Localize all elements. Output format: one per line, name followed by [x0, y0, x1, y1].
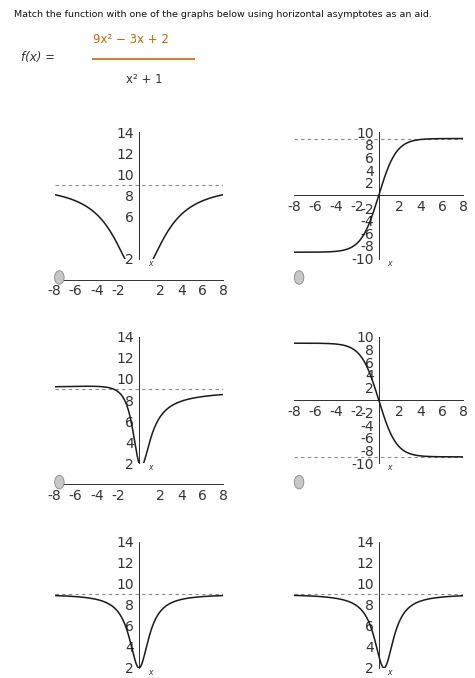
Text: Match the function with one of the graphs below using horizontal asymptotes as a: Match the function with one of the graph…: [14, 10, 432, 19]
Text: 9x² − 3x + 2: 9x² − 3x + 2: [93, 33, 169, 46]
X-axis label: x: x: [148, 463, 152, 472]
Text: f(x) =: f(x) =: [21, 51, 56, 64]
X-axis label: x: x: [148, 258, 152, 268]
X-axis label: x: x: [388, 258, 392, 268]
X-axis label: x: x: [148, 668, 152, 677]
X-axis label: x: x: [388, 463, 392, 472]
Text: x² + 1: x² + 1: [126, 73, 162, 86]
X-axis label: x: x: [388, 668, 392, 677]
